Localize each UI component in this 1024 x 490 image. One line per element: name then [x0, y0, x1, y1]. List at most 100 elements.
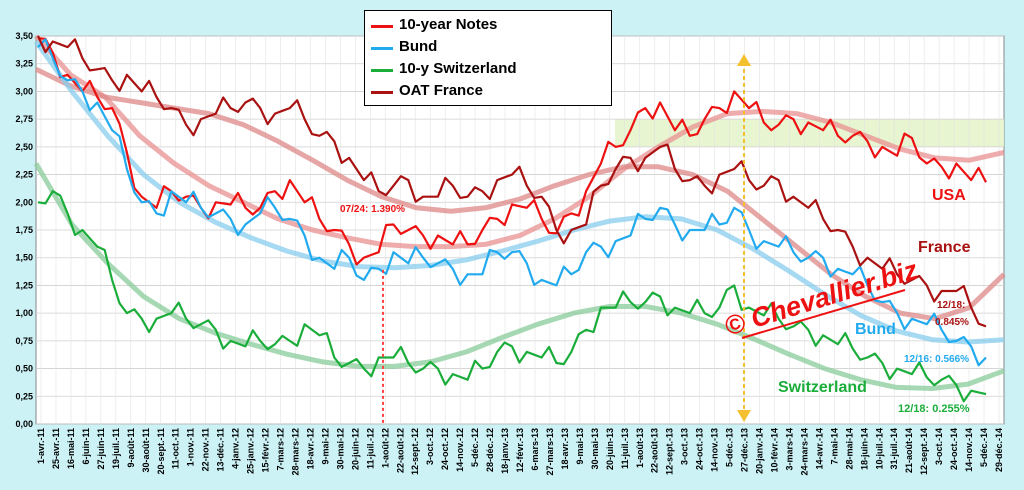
x-tick-label: 7-mai-14	[829, 428, 839, 465]
y-tick-label: 2,00	[15, 197, 33, 207]
x-tick-label: 19-juil.-11	[111, 428, 121, 469]
legend-label: 10-y Switzerland	[399, 60, 517, 77]
label-bund-last: 12/16: 0.566%	[904, 354, 969, 365]
x-tick-label: 20-juin-13	[605, 428, 615, 470]
label-swiss-last: 12/18: 0.255%	[898, 403, 970, 415]
gridlines	[36, 35, 1004, 425]
x-tick-label: 6-juin-11	[81, 428, 91, 465]
x-tick-label: 28-mars-12	[290, 428, 300, 476]
y-tick-label: 2,50	[15, 142, 33, 152]
trend-curve	[34, 67, 1006, 322]
legend-swatch	[371, 91, 393, 94]
x-tick-label: 24-oct.-12	[440, 428, 450, 470]
series-line	[37, 35, 987, 328]
x-tick-label: 3-mars-14	[784, 428, 794, 471]
x-tick-label: 20-juin-12	[350, 428, 360, 470]
x-tick-label: 30-mai-13	[590, 428, 600, 470]
x-tick-label: 28-mai-14	[844, 428, 854, 470]
legend-label: Bund	[399, 38, 438, 55]
x-tick-label: 11-juil.-13	[620, 428, 630, 469]
legend-label: 10-year Notes	[399, 16, 498, 33]
label-france: France	[918, 239, 971, 256]
x-tick-label: 22-août-13	[650, 428, 660, 473]
x-tick-label: 18-avr.-12	[305, 428, 315, 470]
x-tick-label: 14-avr.-14	[814, 428, 824, 470]
x-tick-label: 9-mai-13	[575, 428, 585, 465]
x-axis-ticks: 1-avr.-11 25-avr.-11 16-mai-11 6-juin-11 27-…	[36, 428, 1004, 476]
x-tick-label: 1-août-12	[380, 428, 390, 468]
y-axis-ticks: 0,00 0,25 0,50 0,75 1,00 1,25 1,50 1,75 2,00 2,25…	[15, 31, 33, 429]
x-tick-label: 9-mai-12	[320, 428, 330, 465]
y-tick-label: 1,50	[15, 253, 33, 263]
legend-swatch	[371, 69, 393, 72]
x-tick-label: 18-juin-14	[859, 428, 869, 470]
x-tick-label: 3-oct.-13	[680, 428, 690, 465]
label-switzerland: Switzerland	[778, 379, 867, 396]
y-tick-label: 0,00	[15, 419, 33, 429]
x-tick-label: 20-sept.-11	[156, 428, 166, 475]
x-tick-label: 18-avr.-13	[560, 428, 570, 470]
x-tick-label: 22-nov.-11	[201, 428, 211, 471]
x-tick-label: 1-nov.-11	[186, 428, 196, 466]
x-tick-label: 30-mai-12	[335, 428, 345, 470]
x-tick-label: 27-juin-11	[96, 428, 106, 470]
x-tick-label: 3-oct.-12	[425, 428, 435, 465]
y-tick-label: 1,75	[15, 225, 33, 235]
x-tick-label: 22-août-12	[395, 428, 405, 473]
label-france-date: 12/18:	[937, 300, 965, 311]
x-tick-label: 24-oct.-13	[695, 428, 705, 470]
x-tick-label: 1-avr.-11	[36, 428, 46, 464]
x-tick-label: 10-juil.-14	[874, 428, 884, 470]
x-tick-label: 3-oct.-14	[934, 428, 944, 465]
x-tick-label: 21-août-14	[904, 428, 914, 473]
x-tick-label: 14-nov.-14	[964, 428, 974, 472]
legend: 10-year Notes Bund 10-y Switzerland OAT …	[364, 10, 612, 106]
y-tick-label: 3,25	[15, 59, 33, 69]
label-us-low: 07/24: 1.390%	[340, 204, 405, 215]
x-tick-label: 20-janv.-14	[755, 428, 765, 474]
legend-swatch	[371, 25, 393, 28]
x-tick-label: 29-déc.-14	[994, 428, 1004, 472]
arrow-up-icon	[737, 54, 751, 66]
y-tick-label: 3,00	[15, 86, 33, 96]
series-line	[37, 38, 987, 367]
x-tick-label: 27-déc.-13	[740, 428, 750, 472]
x-tick-label: 24-mars-14	[799, 428, 809, 476]
series-line	[37, 190, 987, 403]
trend-curve	[33, 40, 1005, 345]
x-tick-label: 11-juil.-12	[365, 428, 375, 469]
x-tick-label: 14-nov.-13	[710, 428, 720, 472]
y-tick-label: 0,75	[15, 336, 33, 346]
x-tick-label: 12-sept.-14	[919, 428, 929, 475]
series-lines	[37, 35, 987, 403]
x-tick-label: 12-sept.-13	[665, 428, 675, 475]
label-france-value: 0.845%	[935, 317, 969, 328]
trend-curve	[34, 34, 1005, 250]
watermark-underline	[741, 289, 906, 339]
y-tick-label: 0,50	[15, 364, 33, 374]
x-tick-label: 15-févr.-12	[261, 428, 271, 473]
x-tick-label: 31-juil.-14	[889, 428, 899, 470]
x-tick-label: 18-janv.-13	[500, 428, 510, 474]
x-tick-label: 16-mai-11	[66, 428, 76, 469]
arrow-down-icon	[737, 410, 751, 422]
label-usa: USA	[932, 187, 966, 204]
label-bund: Bund	[855, 321, 896, 338]
x-tick-label: 5-déc.-14	[979, 428, 989, 467]
x-tick-label: 24-oct.-14	[949, 428, 959, 470]
y-tick-label: 1,25	[15, 280, 33, 290]
y-tick-label: 2,75	[15, 114, 33, 124]
x-tick-label: 12-févr.-13	[515, 428, 525, 473]
x-tick-label: 13-déc.-11	[216, 428, 226, 472]
x-tick-label: 4-janv.-12	[231, 428, 241, 469]
x-tick-label: 9-août-11	[126, 428, 136, 468]
x-tick-label: 25-janv.-12	[246, 428, 256, 474]
x-tick-label: 25-avr.-11	[51, 428, 61, 469]
x-tick-label: 14-nov.-12	[455, 428, 465, 472]
x-tick-label: 1-août-13	[635, 428, 645, 468]
x-tick-label: 5-déc.-12	[470, 428, 480, 467]
x-tick-label: 10-févr.-14	[769, 428, 779, 473]
x-tick-label: 5-déc.-13	[725, 428, 735, 467]
y-tick-label: 2,25	[15, 170, 33, 180]
x-tick-label: 30-août-11	[141, 428, 151, 473]
